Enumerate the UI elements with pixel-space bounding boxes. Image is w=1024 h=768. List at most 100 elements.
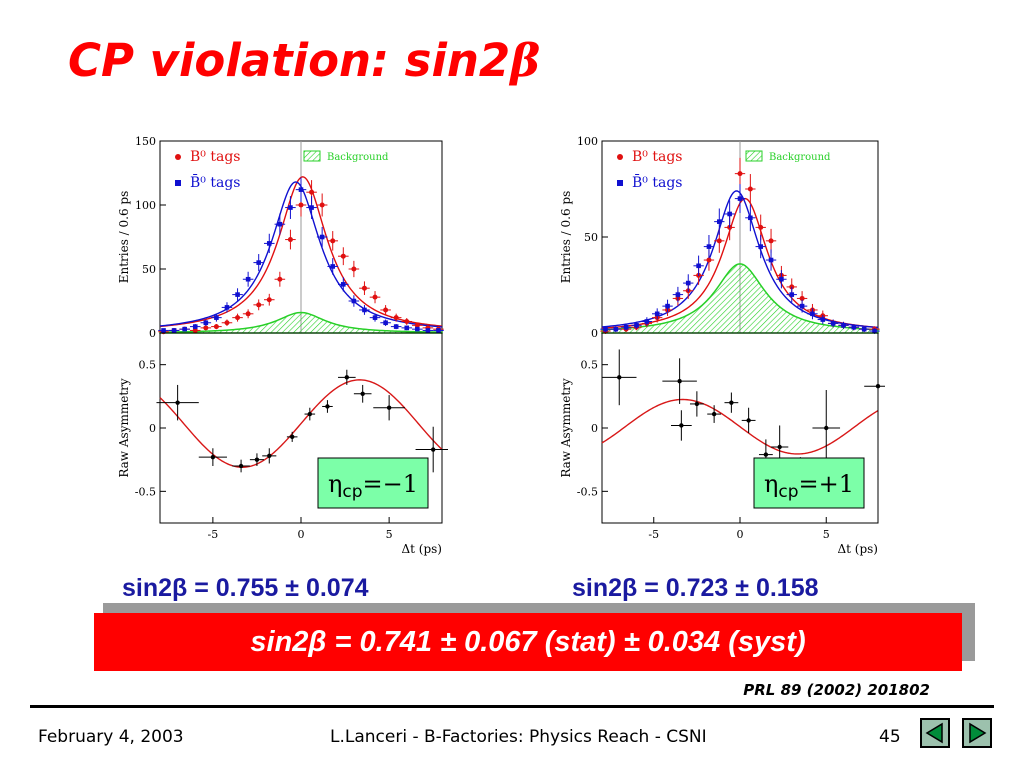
legend-label-b0bar: B̄⁰ tags bbox=[632, 173, 682, 191]
data-point bbox=[729, 400, 734, 405]
data-point bbox=[341, 282, 346, 287]
data-point bbox=[861, 326, 867, 332]
data-point bbox=[694, 401, 700, 407]
y-tick-label: -0.5 bbox=[577, 485, 598, 498]
legend-marker-b0bar bbox=[617, 180, 623, 186]
data-point bbox=[758, 224, 764, 230]
data-point bbox=[768, 238, 774, 244]
right-plot-panel: 0 50 100 Entries / 0.6 ps B⁰ tags B̄⁰ tags Bac… bbox=[552, 133, 885, 561]
eta-cp-label: ηcp=+1 bbox=[764, 470, 854, 502]
prev-slide-button[interactable] bbox=[920, 718, 950, 748]
y-axis-label: Entries / 0.6 ps bbox=[117, 191, 131, 284]
footer-date: February 4, 2003 bbox=[38, 727, 184, 747]
data-point bbox=[256, 260, 261, 265]
data-point bbox=[288, 205, 293, 210]
y-tick-label: 50 bbox=[584, 231, 598, 244]
data-point bbox=[238, 463, 244, 469]
data-point bbox=[203, 320, 209, 326]
data-point bbox=[256, 302, 262, 308]
data-point bbox=[685, 280, 691, 286]
y-tick-label: 0.5 bbox=[581, 359, 599, 372]
legend-label-b0bar: B̄⁰ tags bbox=[190, 173, 240, 191]
data-point bbox=[799, 303, 805, 309]
data-point bbox=[425, 328, 431, 333]
data-point bbox=[430, 447, 436, 452]
data-point bbox=[393, 324, 399, 329]
data-point bbox=[414, 322, 420, 328]
data-point bbox=[267, 453, 272, 459]
data-point bbox=[603, 326, 608, 332]
data-point bbox=[254, 457, 260, 462]
left-result: sin2β = 0.755 ± 0.074 bbox=[122, 574, 369, 602]
y-axis-label: Raw Asymmetry bbox=[117, 378, 131, 478]
data-point bbox=[245, 276, 251, 282]
data-point bbox=[436, 328, 441, 333]
x-tick-label: -5 bbox=[208, 528, 219, 541]
data-point bbox=[383, 307, 389, 313]
y-tick-label: 0 bbox=[591, 422, 598, 435]
y-tick-label: 0.5 bbox=[139, 359, 157, 372]
data-point bbox=[768, 257, 774, 263]
data-point bbox=[298, 187, 304, 192]
data-point bbox=[810, 311, 815, 317]
data-point bbox=[677, 378, 682, 384]
data-point bbox=[245, 311, 251, 317]
y-tick-label: 0 bbox=[591, 327, 598, 340]
data-point bbox=[213, 324, 219, 330]
data-point bbox=[748, 215, 753, 221]
slide-title-beta: β bbox=[510, 34, 541, 87]
data-point bbox=[214, 315, 219, 320]
next-slide-button[interactable] bbox=[962, 718, 992, 748]
data-point bbox=[372, 315, 378, 320]
data-point bbox=[224, 320, 230, 326]
legend-marker-b0 bbox=[175, 154, 181, 160]
data-point bbox=[613, 326, 619, 332]
data-point bbox=[330, 264, 336, 269]
data-point bbox=[266, 297, 272, 303]
legend-marker-b0bar bbox=[175, 180, 181, 186]
data-point bbox=[235, 315, 241, 321]
data-point bbox=[830, 321, 836, 326]
x-axis-label: Δt (ps) bbox=[837, 542, 878, 556]
data-point bbox=[644, 319, 650, 324]
data-point bbox=[717, 219, 722, 224]
legend-marker-background bbox=[303, 150, 321, 162]
y-tick-label: 150 bbox=[135, 135, 156, 148]
data-point bbox=[309, 189, 315, 195]
footer-divider bbox=[30, 705, 994, 708]
data-point bbox=[623, 324, 629, 330]
y-tick-label: -0.5 bbox=[135, 485, 156, 498]
data-point bbox=[161, 328, 166, 333]
data-point bbox=[210, 454, 216, 460]
background-area bbox=[159, 311, 443, 334]
data-point bbox=[789, 292, 795, 297]
data-point bbox=[851, 324, 857, 330]
data-point bbox=[386, 405, 392, 410]
data-point bbox=[737, 196, 743, 201]
eta-cp-box bbox=[753, 457, 865, 509]
data-point bbox=[362, 307, 367, 313]
data-point bbox=[383, 320, 388, 326]
y-tick-label: 100 bbox=[577, 135, 598, 148]
data-point bbox=[875, 384, 881, 389]
data-point bbox=[711, 411, 717, 417]
y-axis-label: Entries / 0.6 ps bbox=[559, 191, 573, 284]
y-tick-label: 0 bbox=[149, 422, 156, 435]
data-point bbox=[824, 425, 829, 431]
legend-label-background: Background bbox=[769, 152, 831, 163]
reference-citation: PRL 89 (2002) 201802 bbox=[743, 681, 930, 699]
data-point bbox=[617, 375, 622, 380]
legend-label-b0: B⁰ tags bbox=[632, 149, 682, 165]
data-point bbox=[361, 285, 367, 291]
data-point bbox=[706, 257, 712, 263]
data-point bbox=[289, 434, 295, 440]
data-point bbox=[309, 205, 314, 210]
data-point bbox=[747, 186, 753, 192]
data-point bbox=[319, 202, 325, 208]
right-result: sin2β = 0.723 ± 0.158 bbox=[572, 574, 819, 602]
legend-label-background: Background bbox=[327, 152, 389, 163]
y-tick-label: 50 bbox=[142, 263, 156, 276]
left-plot-panel: 0 50 100 150 Entries / 0.6 ps B⁰ tags B̄⁰ tags… bbox=[108, 133, 448, 561]
legend-marker-b0 bbox=[617, 154, 623, 160]
